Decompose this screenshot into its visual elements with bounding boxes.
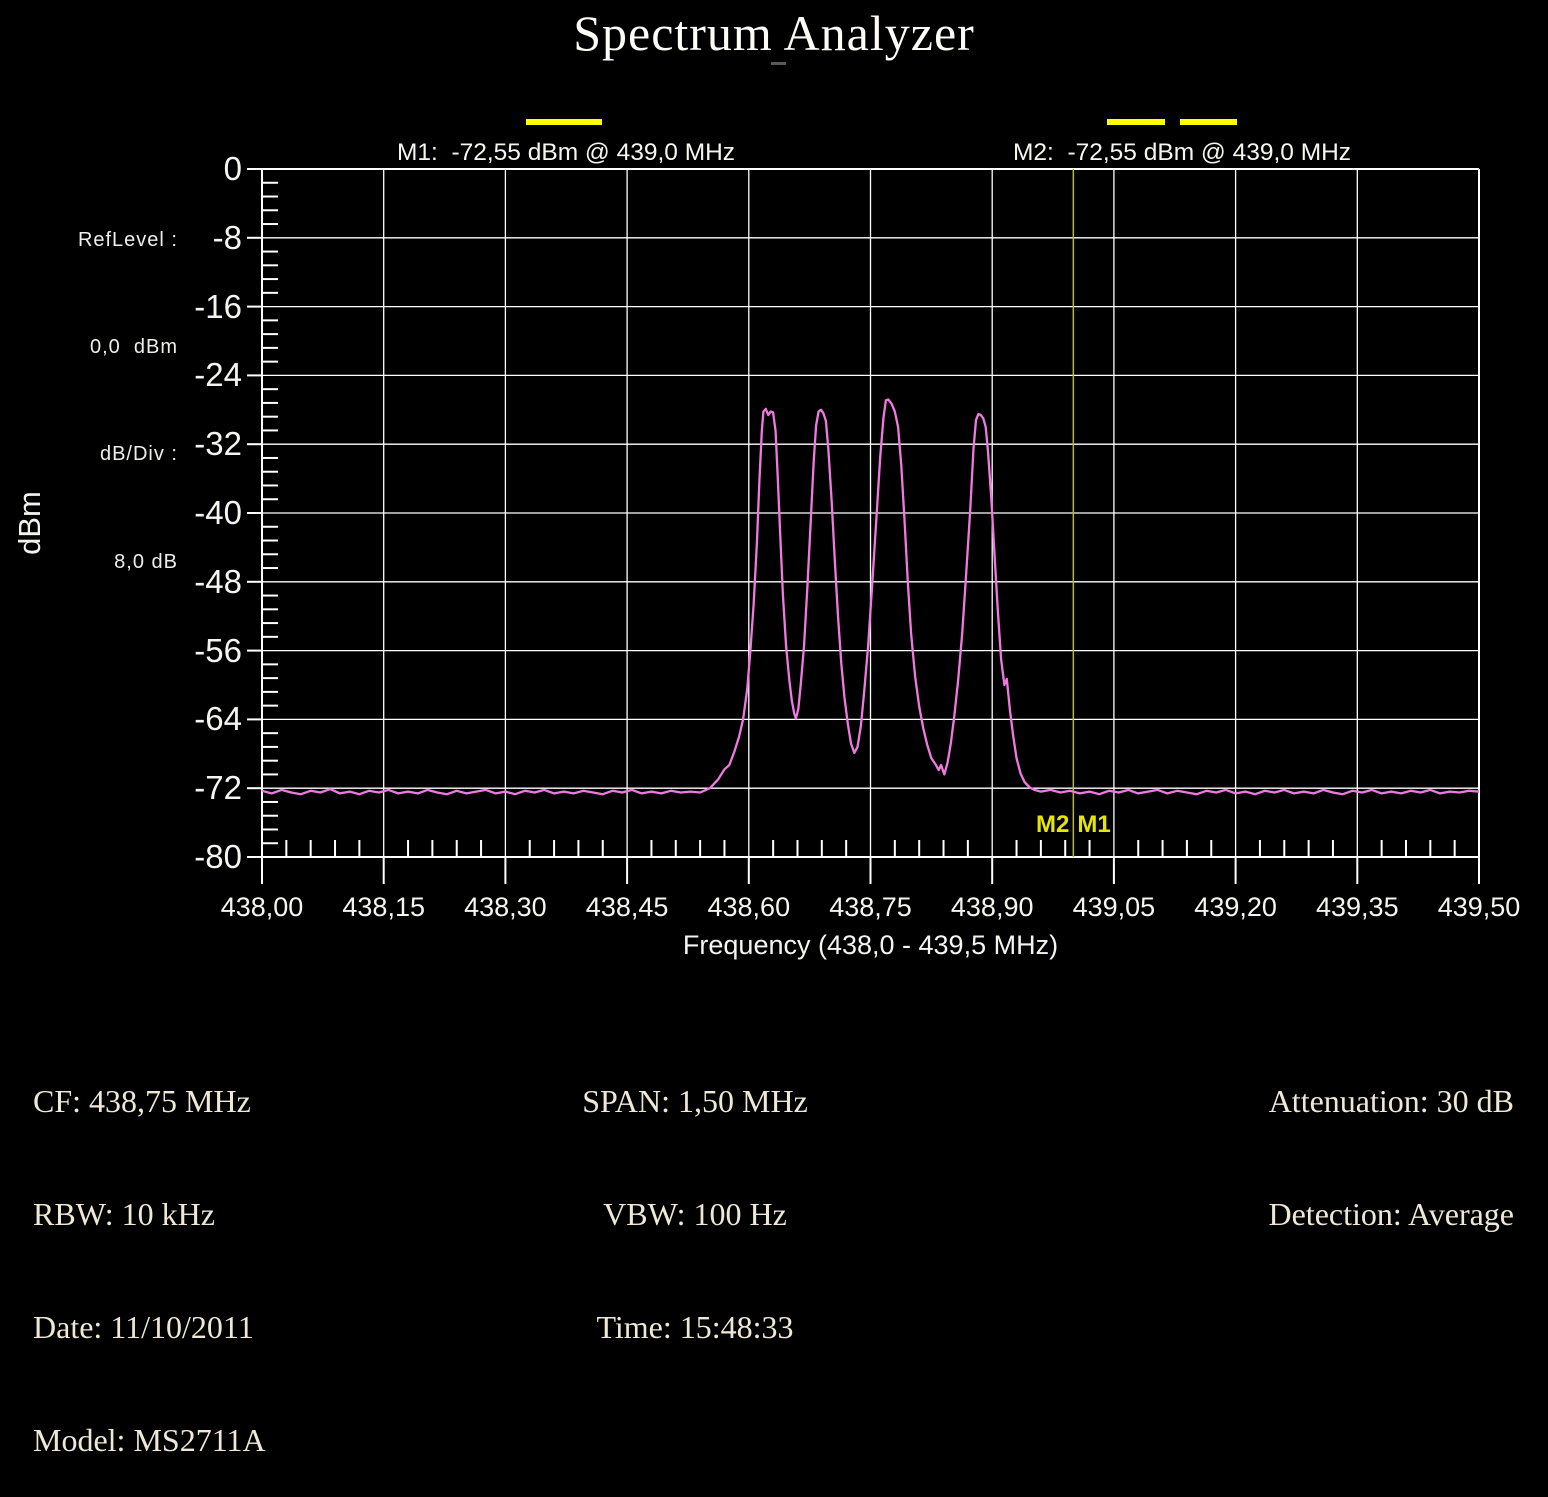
footer-center-column: SPAN: 1,50 MHz VBW: 100 Hz Time: 15:48:3… bbox=[495, 1008, 895, 1384]
x-tick-label: 438,00 bbox=[220, 892, 304, 922]
x-tick-label: 438,90 bbox=[950, 892, 1034, 922]
db-div-value: 8,0 dB bbox=[114, 550, 178, 573]
detection-value: Detection: Average bbox=[1268, 1195, 1514, 1232]
vbw-value: VBW: 100 Hz bbox=[603, 1195, 787, 1232]
y-tick-label: -16 bbox=[194, 287, 242, 325]
time-value: Time: 15:48:33 bbox=[596, 1308, 794, 1345]
marker-dash-3 bbox=[1180, 119, 1237, 125]
y-tick-label: 0 bbox=[223, 150, 242, 187]
x-tick-label: 438,45 bbox=[585, 892, 669, 922]
y-tick-label: -32 bbox=[194, 425, 242, 463]
x-tick-label: 438,15 bbox=[342, 892, 425, 922]
db-div-label: dB/Div : bbox=[99, 443, 178, 466]
x-tick-label: 439,50 bbox=[1437, 892, 1521, 922]
spectrum-plot bbox=[247, 168, 1480, 884]
y-tick-label: -8 bbox=[212, 218, 242, 256]
spectrum-trace bbox=[261, 398, 1480, 796]
ref-level-value: 0,0 dBm bbox=[89, 335, 178, 358]
date-value: Date: 11/10/2011 bbox=[33, 1308, 254, 1345]
x-tick-label: 438,75 bbox=[829, 892, 912, 922]
marker2-readout: M2: -72,55 dBm @ 439,0 MHz bbox=[1013, 139, 1352, 166]
marker-m2-flag: M2 bbox=[1035, 811, 1070, 838]
spectrum-analyzer-screen: { "title": "Spectrum Analyzer", "markers… bbox=[12, 5, 1521, 1458]
y-tick-label: -72 bbox=[194, 769, 242, 807]
marker-dash-2 bbox=[1107, 119, 1165, 125]
y-tick-label: -64 bbox=[194, 700, 242, 738]
page-title: Spectrum Analyzer bbox=[573, 5, 975, 61]
x-tick-label: 439,35 bbox=[1316, 892, 1399, 922]
marker-m1-flag: M1 bbox=[1077, 811, 1111, 838]
title-underscore-mark bbox=[771, 62, 786, 65]
x-tick-label: 439,20 bbox=[1194, 892, 1277, 922]
y-tick-label: -48 bbox=[194, 562, 242, 600]
ref-level-block: RefLevel : 0,0 dBm dB/Div : 8,0 dB bbox=[28, 151, 178, 616]
y-tick-label: -56 bbox=[194, 631, 242, 669]
x-tick-label: 438,30 bbox=[464, 892, 547, 922]
ref-level-label: RefLevel : bbox=[77, 228, 178, 251]
y-tick-label: -80 bbox=[194, 838, 242, 875]
y-tick-label: -40 bbox=[194, 494, 242, 531]
x-axis-title: Frequency (438,0 - 439,5 MHz) bbox=[682, 930, 1059, 960]
x-tick-label: 438,60 bbox=[707, 892, 791, 922]
cf-value: CF: 438,75 MHz bbox=[33, 1083, 251, 1120]
footer-left-column: CF: 438,75 MHz RBW: 10 kHz Date: 11/10/2… bbox=[33, 1008, 266, 1497]
x-tick-label: 439,05 bbox=[1072, 892, 1156, 922]
rbw-value: RBW: 10 kHz bbox=[33, 1195, 215, 1232]
y-axis-unit-label: dBm bbox=[12, 491, 47, 555]
model-value: Model: MS2711A bbox=[33, 1421, 266, 1458]
attenuation-value: Attenuation: 30 dB bbox=[1268, 1083, 1514, 1120]
marker-dash-1 bbox=[526, 119, 602, 125]
footer-right-column: Attenuation: 30 dB Detection: Average bbox=[1268, 1008, 1514, 1271]
marker1-readout: M1: -72,55 dBm @ 439,0 MHz bbox=[397, 139, 736, 166]
span-value: SPAN: 1,50 MHz bbox=[582, 1083, 808, 1120]
y-tick-label: -24 bbox=[194, 356, 242, 394]
